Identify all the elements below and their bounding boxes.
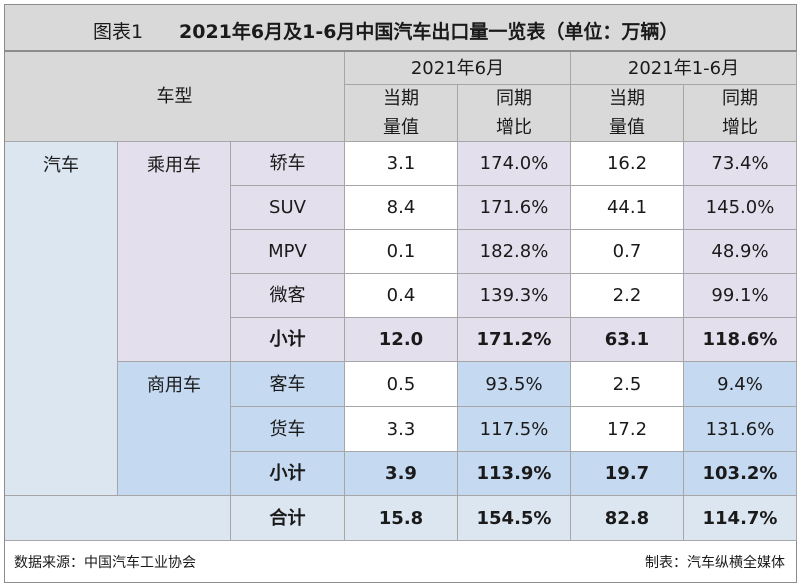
- row-name: 微客: [231, 274, 345, 318]
- table-maker: 制表：汽车纵横全媒体: [645, 555, 785, 571]
- june-yoy-cell: 139.3%: [458, 274, 571, 318]
- header-period-june: 2021年6月: [345, 52, 571, 85]
- row-name: 轿车: [231, 142, 345, 186]
- header-period-h1: 2021年1-6月: [571, 52, 797, 85]
- title-bar: 图表1 2021年6月及1-6月中国汽车出口量一览表（单位：万辆）: [5, 5, 796, 52]
- june-volume-cell: 0.5: [345, 362, 458, 407]
- group-passenger: 乘用车: [118, 142, 231, 362]
- header-vehicle-type: 车型: [5, 52, 345, 142]
- h1-volume-cell: 82.8: [571, 496, 684, 541]
- june-volume-cell: 3.3: [345, 407, 458, 452]
- header-h1-volume-line1: 当期: [609, 88, 645, 109]
- header-june-volume: 当期 量值: [345, 85, 458, 142]
- header-june-volume-line2: 量值: [383, 117, 419, 138]
- h1-volume-cell: 16.2: [571, 142, 684, 186]
- june-yoy-cell: 93.5%: [458, 362, 571, 407]
- h1-volume-cell: 17.2: [571, 407, 684, 452]
- data-source: 数据来源：中国汽车工业协会: [14, 555, 196, 571]
- june-yoy-cell: 171.2%: [458, 318, 571, 362]
- june-volume-cell: 3.1: [345, 142, 458, 186]
- june-volume-cell: 3.9: [345, 452, 458, 496]
- h1-yoy-cell: 48.9%: [684, 230, 797, 274]
- header-june-yoy-line1: 同期: [496, 88, 532, 109]
- h1-yoy-cell: 145.0%: [684, 186, 797, 230]
- h1-yoy-cell: 9.4%: [684, 362, 797, 407]
- h1-yoy-cell: 99.1%: [684, 274, 797, 318]
- header-h1-yoy-line2: 增比: [722, 117, 758, 138]
- h1-yoy-cell: 73.4%: [684, 142, 797, 186]
- header-h1-volume: 当期 量值: [571, 85, 684, 142]
- group-commercial: 商用车: [118, 362, 231, 496]
- figure-label: 图表1: [93, 21, 144, 43]
- june-yoy-cell: 117.5%: [458, 407, 571, 452]
- h1-yoy-cell: 131.6%: [684, 407, 797, 452]
- h1-yoy-cell: 103.2%: [684, 452, 797, 496]
- h1-volume-cell: 44.1: [571, 186, 684, 230]
- june-yoy-cell: 113.9%: [458, 452, 571, 496]
- header-h1-yoy: 同期 增比: [684, 85, 797, 142]
- subtotal-label: 小计: [231, 452, 345, 496]
- h1-volume-cell: 2.2: [571, 274, 684, 318]
- row-name: MPV: [231, 230, 345, 274]
- h1-yoy-cell: 118.6%: [684, 318, 797, 362]
- june-volume-cell: 15.8: [345, 496, 458, 541]
- row-name: SUV: [231, 186, 345, 230]
- page-title: 2021年6月及1-6月中国汽车出口量一览表（单位：万辆）: [179, 21, 679, 43]
- h1-volume-cell: 2.5: [571, 362, 684, 407]
- h1-volume-cell: 63.1: [571, 318, 684, 362]
- total-spacer: [5, 496, 231, 541]
- total-label: 合计: [231, 496, 345, 541]
- row-name: 货车: [231, 407, 345, 452]
- h1-volume-cell: 0.7: [571, 230, 684, 274]
- june-yoy-cell: 171.6%: [458, 186, 571, 230]
- june-volume-cell: 8.4: [345, 186, 458, 230]
- june-yoy-cell: 182.8%: [458, 230, 571, 274]
- h1-volume-cell: 19.7: [571, 452, 684, 496]
- header-h1-yoy-line1: 同期: [722, 88, 758, 109]
- june-volume-cell: 0.4: [345, 274, 458, 318]
- header-june-yoy-line2: 增比: [496, 117, 532, 138]
- group-automobile: 汽车: [5, 142, 118, 496]
- h1-yoy-cell: 114.7%: [684, 496, 797, 541]
- header-h1-volume-line2: 量值: [609, 117, 645, 138]
- header-june-yoy: 同期 增比: [458, 85, 571, 142]
- june-yoy-cell: 174.0%: [458, 142, 571, 186]
- june-volume-cell: 0.1: [345, 230, 458, 274]
- header-june-volume-line1: 当期: [383, 88, 419, 109]
- june-yoy-cell: 154.5%: [458, 496, 571, 541]
- subtotal-label: 小计: [231, 318, 345, 362]
- june-volume-cell: 12.0: [345, 318, 458, 362]
- row-name: 客车: [231, 362, 345, 407]
